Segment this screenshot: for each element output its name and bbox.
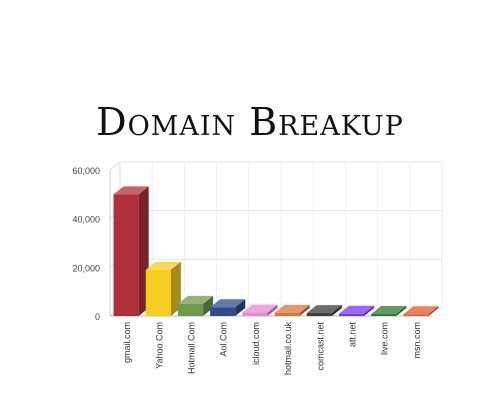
x-tick-label: att.net: [348, 322, 358, 348]
x-tick-label: msn.com: [412, 322, 422, 359]
y-tick-label: 20,000: [72, 263, 100, 273]
bar-side: [235, 299, 246, 316]
x-tick-label: comcast.net: [315, 322, 325, 371]
bar-side: [396, 306, 407, 316]
y-tick-label: 0: [95, 312, 100, 322]
bar: [210, 299, 246, 316]
bar: [113, 186, 149, 316]
bar-front: [306, 313, 332, 316]
gridline-depth: [109, 161, 121, 171]
bar-top: [306, 305, 342, 314]
bar-front: [371, 314, 397, 316]
bar-top: [210, 299, 246, 308]
bar: [274, 304, 310, 316]
bar-front: [338, 313, 365, 316]
bar-front: [403, 314, 429, 316]
y-tick-label: 40,000: [72, 215, 100, 225]
bar-side: [331, 305, 342, 316]
x-tick-label: live.com: [380, 322, 390, 355]
bar-top: [242, 304, 278, 313]
bar-top: [177, 295, 214, 304]
bar-side: [203, 295, 214, 316]
bar-side: [364, 305, 375, 316]
bar-front: [145, 269, 171, 316]
bar-top: [113, 186, 149, 195]
bar: [177, 295, 214, 316]
bar-front: [210, 307, 236, 316]
bar-front: [242, 312, 268, 316]
bar-top: [371, 306, 407, 315]
bar-side: [428, 306, 439, 316]
bar-top: [338, 305, 375, 314]
bar: [306, 305, 342, 316]
bar: [338, 305, 375, 316]
x-tick-label: hotmail.co.uk: [283, 322, 293, 376]
bar-front: [177, 303, 204, 316]
bar: [145, 261, 181, 316]
bar-front: [113, 194, 139, 316]
bar-side: [170, 261, 181, 316]
y-tick-label: 60,000: [72, 166, 100, 176]
bar-front: [274, 312, 300, 316]
bar: [371, 306, 407, 316]
x-tick-label: Hotmail.Com: [187, 322, 197, 374]
bar-side: [299, 304, 310, 316]
bar: [403, 306, 439, 316]
x-tick-label: Aol.Com: [219, 322, 229, 357]
chart-title: Domain Breakup: [96, 100, 404, 144]
bar-side: [267, 304, 278, 316]
x-tick-label: Yahoo.Com: [154, 322, 164, 369]
bar-top: [403, 306, 439, 315]
bar: [242, 304, 278, 316]
bar-top: [274, 304, 310, 313]
bar-top: [145, 261, 181, 270]
x-tick-label: gmail.com: [122, 322, 132, 363]
x-tick-label: icloud.com: [251, 322, 261, 365]
